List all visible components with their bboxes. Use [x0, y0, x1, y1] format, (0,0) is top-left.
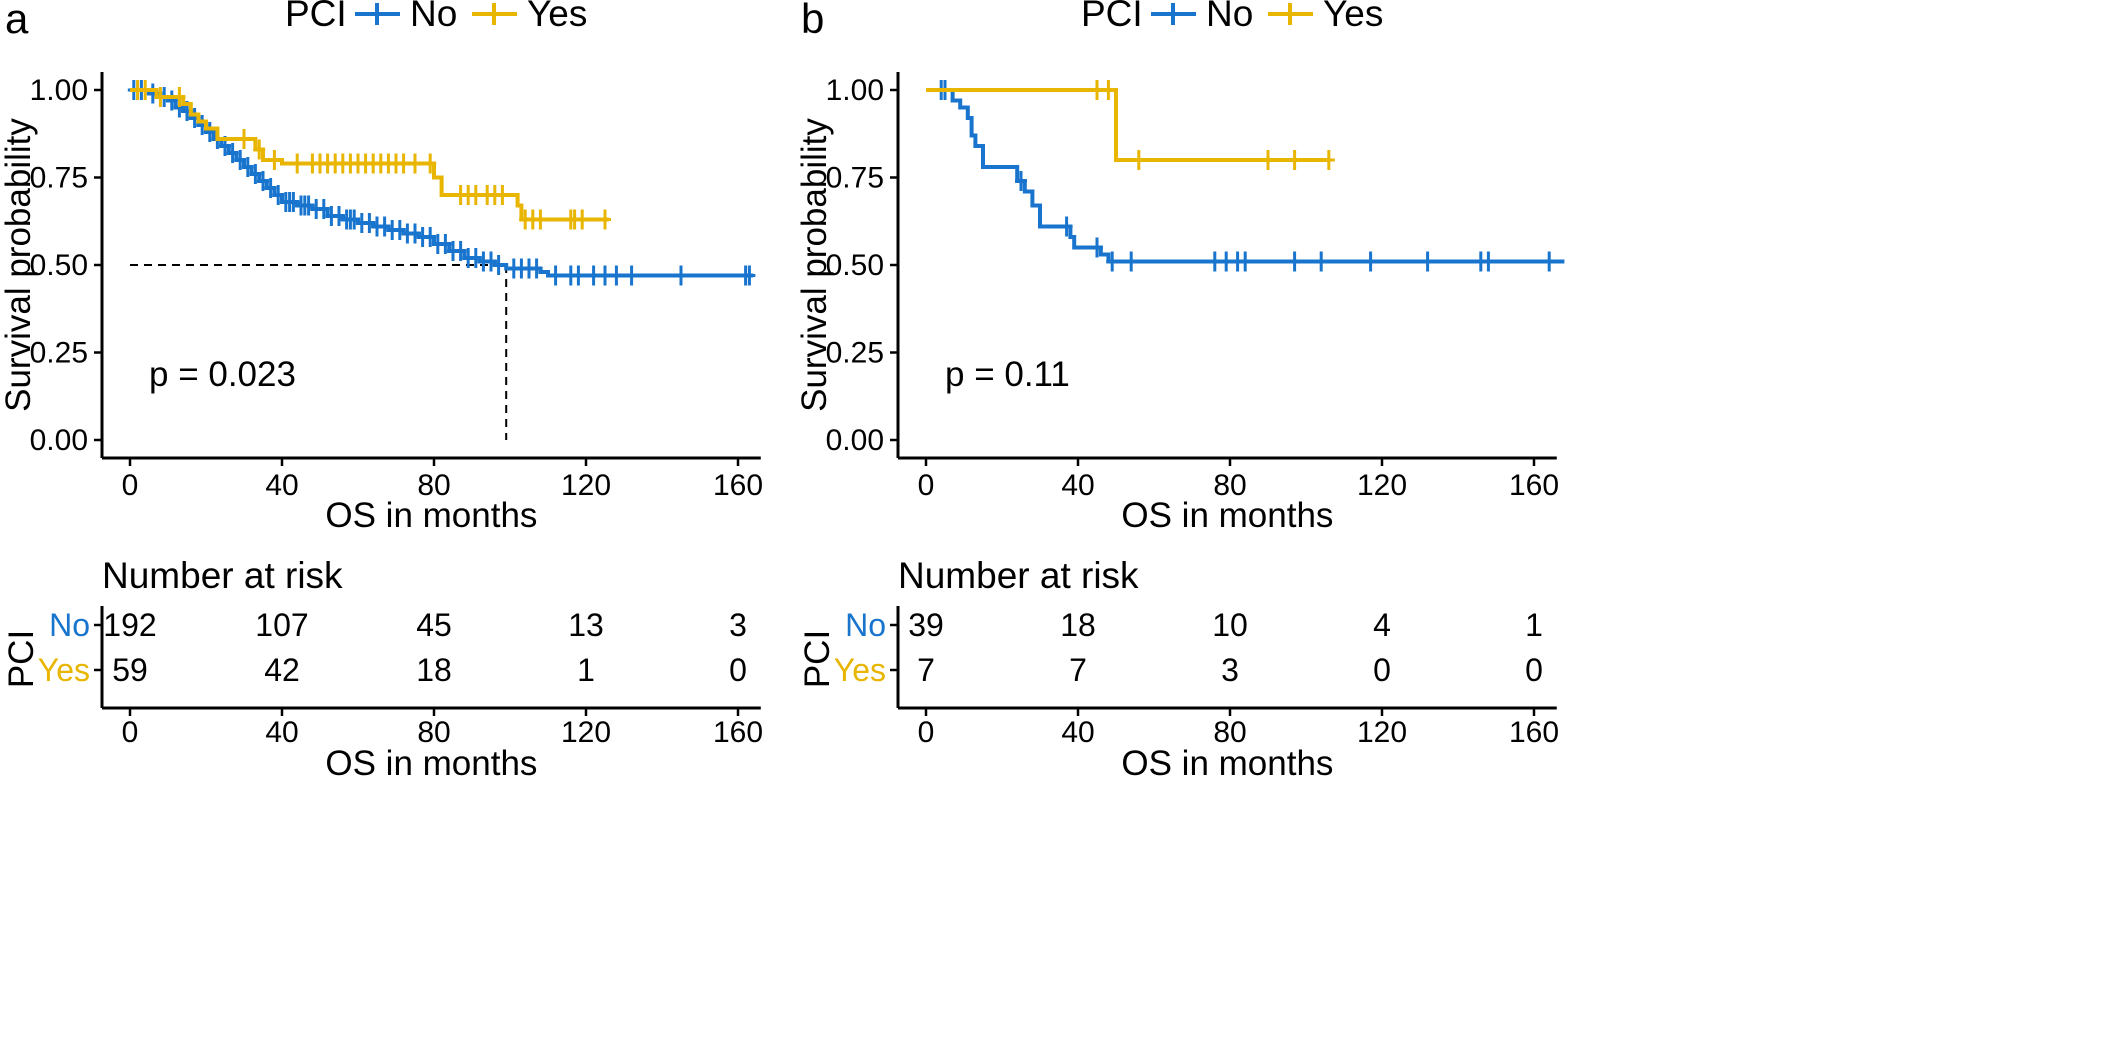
y-tick-label: 0.25 — [30, 337, 88, 370]
km-series-no — [127, 80, 756, 286]
legend-key-yes — [1268, 3, 1313, 25]
km-curve-yes — [926, 88, 1329, 162]
km-series-yes — [926, 80, 1335, 170]
legend-label-yes: Yes — [1323, 0, 1383, 34]
risk-count: 0 — [729, 652, 747, 688]
x-tick-label: 0 — [918, 469, 935, 502]
y-axis-title: Survival probability — [0, 118, 38, 412]
km-series-yes — [130, 80, 611, 230]
y-tick-label: 0.75 — [826, 162, 884, 195]
risk-count: 3 — [729, 607, 747, 643]
risk-x-tick-label: 80 — [417, 716, 450, 749]
legend-title: PCI — [285, 0, 347, 34]
risk-table: Number at risk No 39 18 10 4 1 Yes 7 7 3 0 0 PCI 0 40 80… — [798, 555, 1559, 783]
risk-x-tick-label: 0 — [122, 716, 139, 749]
risk-strata-no: No — [845, 607, 886, 643]
risk-count: 0 — [1373, 652, 1391, 688]
risk-strata-axis-title: PCI — [798, 630, 837, 688]
risk-count: 18 — [416, 652, 452, 688]
risk-strata-axis-title: PCI — [2, 630, 41, 688]
risk-x-tick-label: 120 — [1357, 716, 1407, 749]
risk-count: 1 — [1525, 607, 1543, 643]
risk-count: 10 — [1212, 607, 1248, 643]
x-tick-label: 0 — [122, 469, 139, 502]
risk-count: 7 — [1069, 652, 1087, 688]
risk-count: 192 — [103, 607, 156, 643]
y-axis-title: Survival probability — [795, 118, 834, 412]
y-tick-label: 0.25 — [826, 337, 884, 370]
risk-strata-no: No — [49, 607, 90, 643]
legend: PCI No Yes — [1081, 0, 1383, 34]
risk-table-title: Number at risk — [102, 555, 343, 596]
y-tick-label: 1.00 — [30, 74, 88, 107]
legend-title: PCI — [1081, 0, 1143, 34]
x-tick-label: 160 — [713, 469, 763, 502]
y-tick-label: 0.00 — [30, 424, 88, 457]
panel-letter: b — [801, 0, 824, 42]
legend-label-no: No — [410, 0, 457, 34]
risk-strata-yes: Yes — [834, 652, 886, 688]
risk-count: 0 — [1525, 652, 1543, 688]
risk-count: 59 — [112, 652, 148, 688]
risk-count: 4 — [1373, 607, 1391, 643]
x-tick-label: 120 — [561, 469, 611, 502]
risk-count: 107 — [255, 607, 308, 643]
risk-x-tick-label: 80 — [1213, 716, 1246, 749]
y-tick-label: 0.00 — [826, 424, 884, 457]
x-tick-label: 80 — [1213, 469, 1246, 502]
risk-table-title: Number at risk — [898, 555, 1139, 596]
x-tick-label: 120 — [1357, 469, 1407, 502]
risk-count: 13 — [568, 607, 604, 643]
legend-key-no — [1151, 3, 1196, 25]
risk-x-tick-label: 40 — [1061, 716, 1094, 749]
x-tick-label: 160 — [1509, 469, 1559, 502]
risk-count: 3 — [1221, 652, 1239, 688]
risk-count: 45 — [416, 607, 452, 643]
x-tick-label: 40 — [1061, 469, 1094, 502]
risk-count: 18 — [1060, 607, 1096, 643]
legend-label-no: No — [1206, 0, 1253, 34]
risk-x-tick-label: 40 — [265, 716, 298, 749]
risk-x-axis-title: OS in months — [325, 744, 537, 783]
risk-x-tick-label: 160 — [1509, 716, 1559, 749]
risk-table: Number at risk No 192 107 45 13 3 Yes 59 42 18 1 0 PC… — [2, 555, 763, 783]
risk-x-tick-label: 0 — [918, 716, 935, 749]
legend-key-yes — [472, 3, 517, 25]
x-tick-label: 80 — [417, 469, 450, 502]
risk-count: 42 — [264, 652, 300, 688]
y-tick-label: 1.00 — [826, 74, 884, 107]
p-value: p = 0.023 — [149, 355, 296, 394]
risk-x-tick-label: 160 — [713, 716, 763, 749]
p-value: p = 0.11 — [945, 355, 1070, 394]
y-tick-label: 0.50 — [826, 249, 884, 282]
x-tick-label: 40 — [265, 469, 298, 502]
y-tick-label: 0.75 — [30, 162, 88, 195]
x-axis-title: OS in months — [325, 496, 537, 535]
risk-strata-yes: Yes — [38, 652, 90, 688]
panel-letter: a — [5, 0, 29, 42]
risk-x-axis-title: OS in months — [1121, 744, 1333, 783]
risk-count: 1 — [577, 652, 595, 688]
risk-x-tick-label: 120 — [561, 716, 611, 749]
legend-key-no — [355, 3, 400, 25]
risk-count: 39 — [908, 607, 944, 643]
y-tick-label: 0.50 — [30, 249, 88, 282]
km-curve-yes — [130, 88, 609, 222]
legend: PCI No Yes — [285, 0, 587, 34]
x-axis-title: OS in months — [1121, 496, 1333, 535]
risk-count: 7 — [917, 652, 935, 688]
legend-label-yes: Yes — [527, 0, 587, 34]
km-series-no — [926, 80, 1565, 272]
